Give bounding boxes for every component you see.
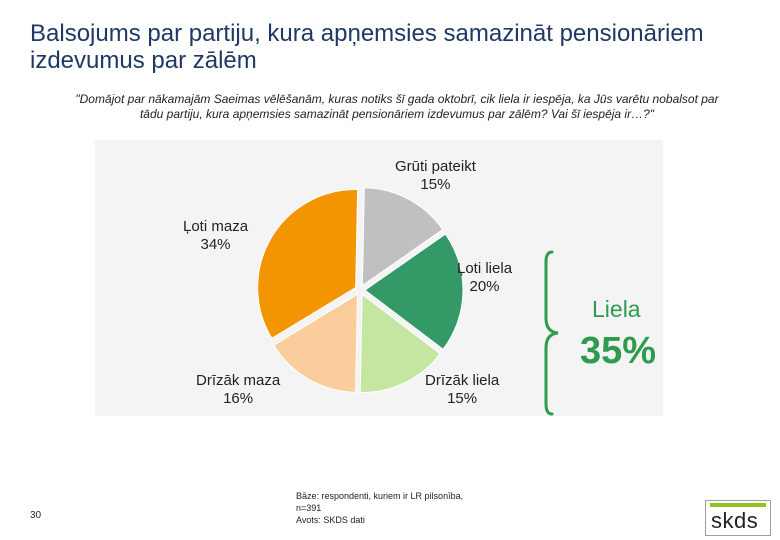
slice-label-gruti-pateikt: Grūti pateikt 15% [395,158,476,194]
pie-chart [257,187,464,393]
slice-value: 20% [469,278,500,295]
slice-name: Drīzāk liela [425,372,500,389]
curly-brace-icon [544,250,559,416]
group-label: Liela [592,296,641,322]
slice-gruti-pateikt [361,187,444,287]
logo-text: skds [711,508,759,533]
slice-name: Grūti pateikt [395,158,476,175]
slice-name: Ļoti liela [457,260,513,277]
slice-drizak-maza [273,293,359,393]
survey-question: "Domājot par nākamajām Saeimas vēlēšanām… [75,92,719,121]
source-note-line: Avots: SKDS dati [296,515,365,525]
slice-label-drizak-liela: Drīzāk liela 15% [425,372,499,408]
slice-name: Drīzāk maza [196,372,281,389]
logo-bar [710,503,766,507]
slice-loti-liela [364,233,464,350]
chart-panel: Grūti pateikt 15% Ļoti liela 20% Drīzāk … [95,140,663,416]
slice-value: 34% [200,236,231,253]
slice-drizak-liela [359,293,441,393]
slice-name: Ļoti maza [183,218,249,235]
slice-value: 15% [447,390,478,407]
source-note-line: n=391 [296,503,322,513]
source-note-line: Bāze: respondenti, kuriem ir LR pilsonīb… [296,491,464,501]
slice-label-drizak-maza: Drīzāk maza 16% [196,372,280,408]
page-number: 30 [30,510,42,521]
group-value: 35% [580,330,657,372]
slice-label-loti-liela: Ļoti liela 20% [457,260,512,296]
skds-logo: skds [705,500,771,536]
slice-value: 16% [223,390,254,407]
source-note: Bāze: respondenti, kuriem ir LR pilsonīb… [296,490,463,526]
slice-value: 15% [420,176,451,193]
slice-label-loti-maza: Ļoti maza 34% [183,218,248,254]
slice-loti-maza [257,189,359,340]
page-title: Balsojums par partiju, kura apņemsies sa… [30,20,704,74]
